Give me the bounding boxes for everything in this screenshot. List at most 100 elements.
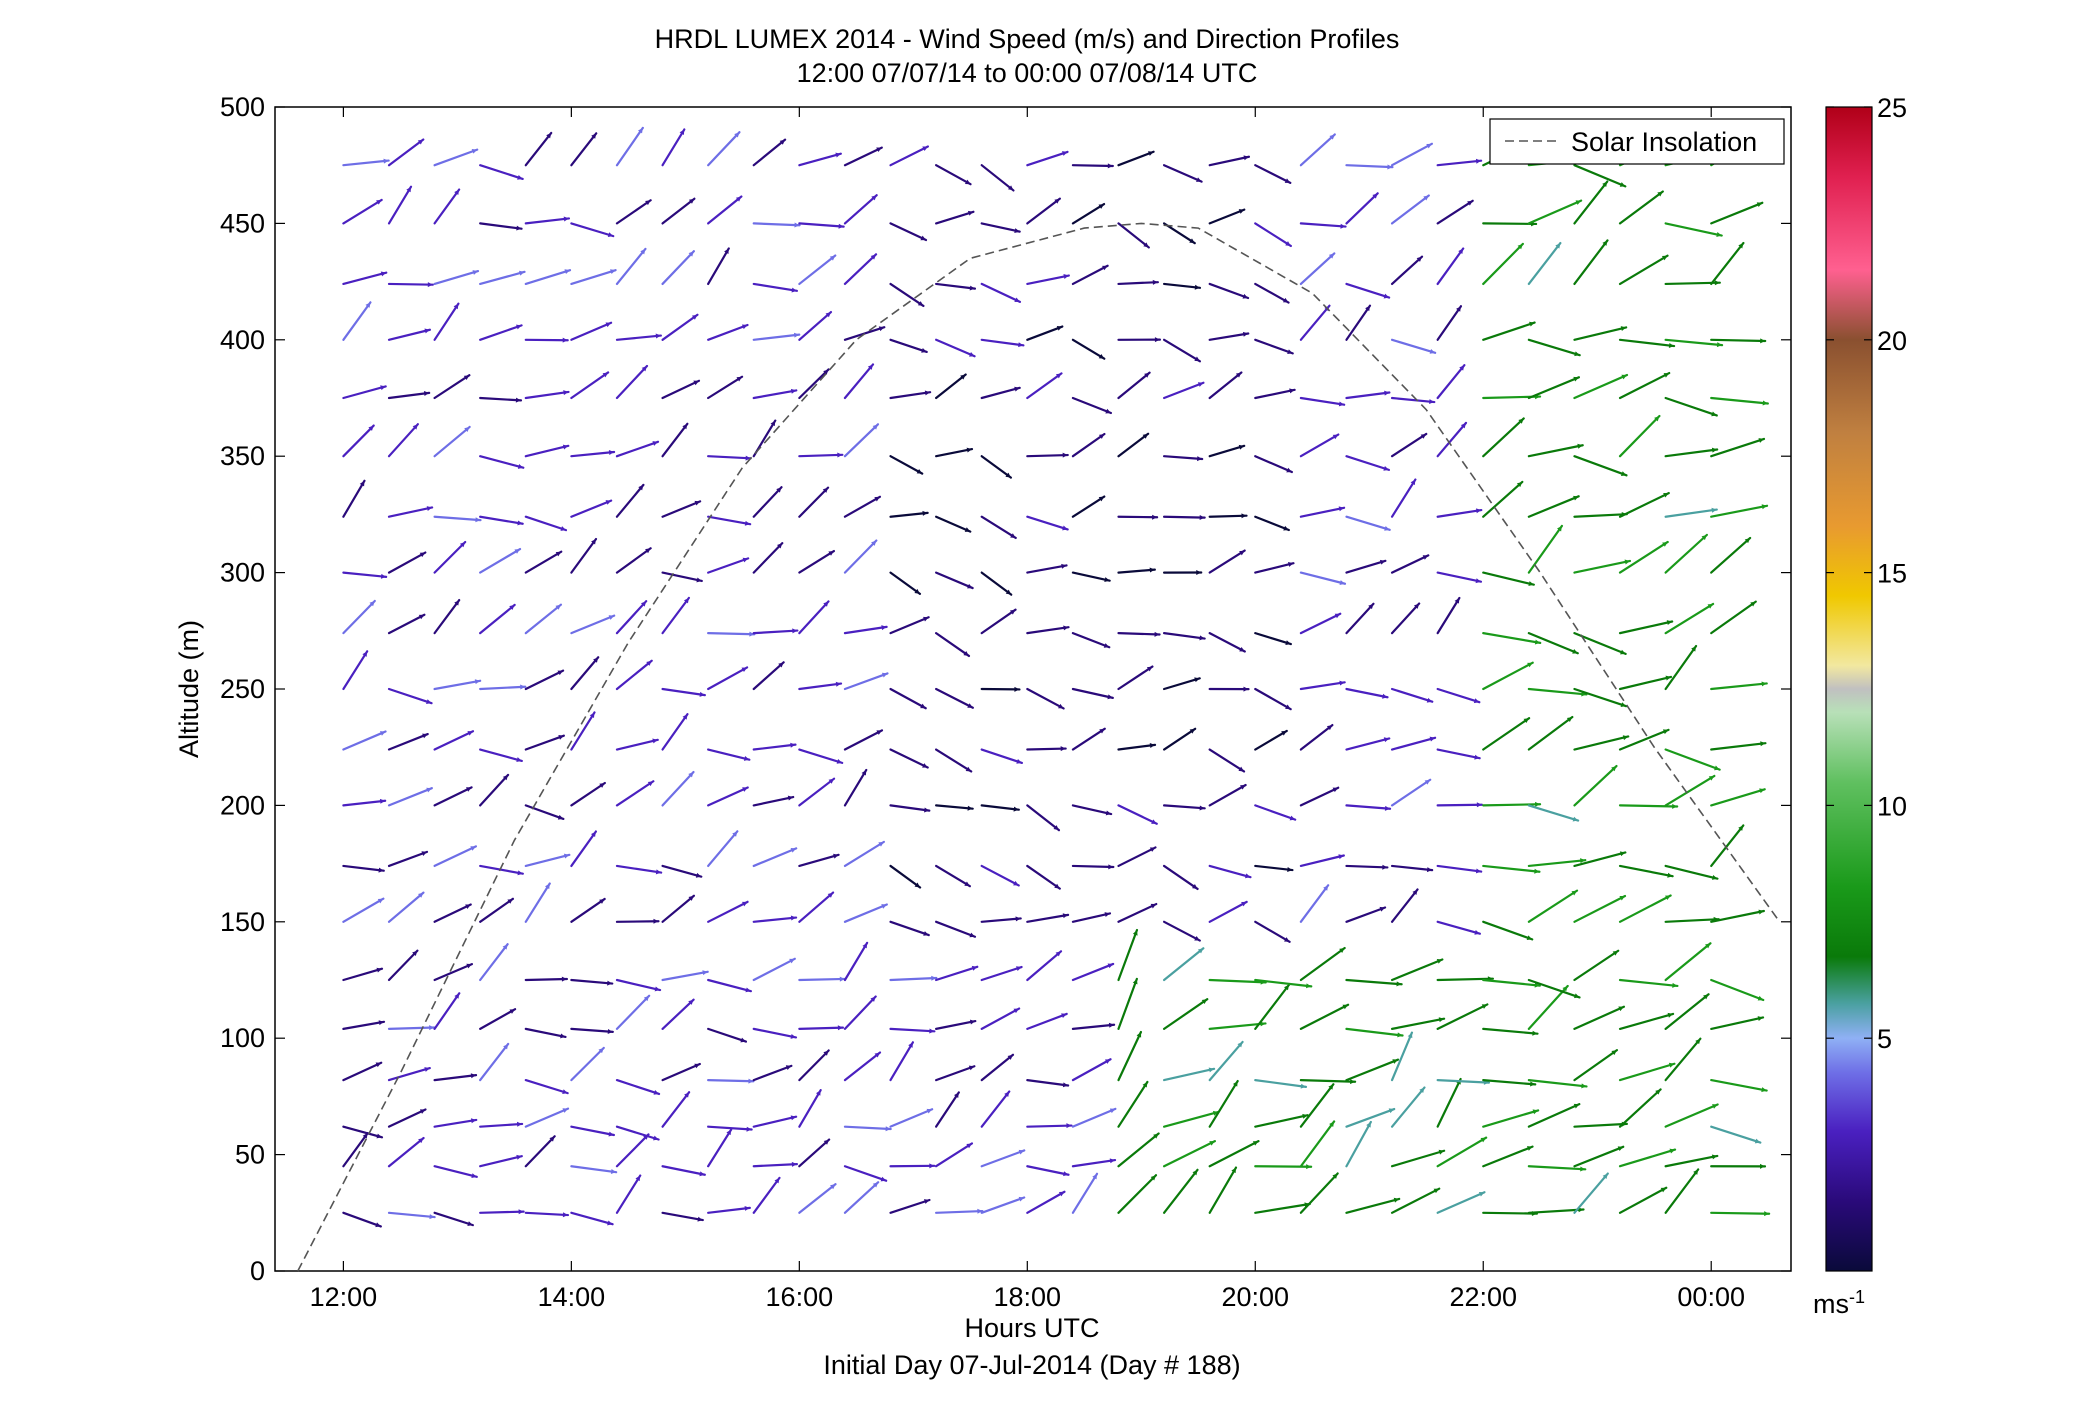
wind-arrow bbox=[342, 967, 384, 982]
wind-arrow bbox=[980, 164, 1015, 192]
wind-arrow bbox=[1299, 1003, 1350, 1030]
wind-arrow bbox=[798, 222, 845, 229]
wind-arrow bbox=[843, 146, 883, 167]
wind-arrow bbox=[433, 845, 478, 868]
wind-arrow bbox=[1071, 804, 1113, 816]
wind-arrow bbox=[889, 864, 922, 889]
wind-arrow bbox=[615, 126, 644, 167]
wind-arrow bbox=[1527, 443, 1584, 458]
wind-arrow bbox=[479, 222, 523, 231]
wind-arrow bbox=[1482, 1079, 1537, 1087]
wind-arrow bbox=[433, 730, 475, 751]
wind-arrow bbox=[980, 1149, 1026, 1168]
colorbar-tick-label: 20 bbox=[1877, 326, 1907, 356]
wind-arrow bbox=[1071, 432, 1106, 458]
wind-arrow bbox=[387, 551, 427, 574]
wind-arrow bbox=[524, 131, 553, 167]
wind-arrow bbox=[980, 916, 1022, 923]
wind-arrow bbox=[1345, 559, 1387, 574]
wind-arrow bbox=[1390, 1031, 1414, 1082]
wind-arrow bbox=[1299, 854, 1345, 868]
wind-arrow bbox=[1026, 950, 1063, 982]
wind-arrow bbox=[433, 302, 460, 341]
wind-arrow bbox=[1527, 338, 1581, 357]
wind-arrow bbox=[752, 486, 783, 518]
wind-arrow bbox=[1345, 1197, 1401, 1214]
wind-arrow bbox=[570, 711, 596, 751]
wind-arrow bbox=[479, 1209, 525, 1215]
wind-arrow bbox=[387, 138, 425, 167]
wind-arrow bbox=[661, 422, 689, 458]
wind-arrow bbox=[707, 666, 749, 691]
wind-arrow bbox=[1664, 507, 1718, 518]
wind-arrow bbox=[889, 687, 927, 710]
wind-arrow bbox=[1299, 884, 1330, 923]
wind-arrow bbox=[889, 571, 922, 595]
wind-arrow bbox=[980, 965, 1023, 982]
wind-arrow bbox=[479, 324, 523, 341]
wind-arrow bbox=[1573, 455, 1628, 477]
wind-arrow bbox=[935, 282, 977, 291]
wind-arrow bbox=[433, 148, 479, 167]
wind-arrow bbox=[661, 998, 695, 1030]
wind-arrow bbox=[1254, 1113, 1309, 1128]
wind-arrow bbox=[843, 1125, 892, 1132]
wind-arrow bbox=[1254, 687, 1292, 711]
wind-arrow bbox=[1208, 1040, 1244, 1082]
wind-arrow bbox=[1482, 571, 1535, 586]
wind-arrow bbox=[1117, 371, 1151, 400]
wind-arrow bbox=[980, 804, 1020, 812]
wind-arrow bbox=[1527, 804, 1580, 822]
wind-arrow bbox=[843, 1165, 888, 1182]
wind-arrow bbox=[1390, 602, 1421, 635]
wind-arrow bbox=[1390, 338, 1437, 354]
wind-arrow bbox=[1299, 1172, 1339, 1214]
wind-arrow bbox=[615, 333, 662, 341]
colorbar-unit-label: ms-1 bbox=[1813, 1287, 1865, 1319]
wind-arrow bbox=[707, 830, 739, 868]
wind-arrow bbox=[1390, 864, 1434, 873]
wind-arrow bbox=[1162, 515, 1206, 521]
wind-arrow bbox=[798, 1025, 845, 1031]
wind-arrow bbox=[479, 547, 522, 574]
wind-arrow bbox=[342, 798, 387, 807]
wind-arrow bbox=[1162, 1168, 1199, 1214]
wind-arrow bbox=[570, 499, 613, 518]
wind-arrow bbox=[524, 1079, 569, 1095]
wind-arrow bbox=[1482, 321, 1536, 341]
wind-arrow bbox=[1071, 264, 1109, 286]
wind-arrow bbox=[1162, 381, 1205, 400]
wind-arrow bbox=[615, 247, 647, 286]
wind-arrow bbox=[935, 920, 977, 938]
wind-arrow bbox=[1664, 942, 1712, 982]
wind-arrow bbox=[1071, 1058, 1112, 1082]
wind-arrow bbox=[615, 1174, 642, 1214]
wind-arrow bbox=[1071, 632, 1111, 649]
wind-arrow bbox=[1710, 741, 1767, 751]
wind-arrow bbox=[1345, 978, 1403, 987]
wind-arrow bbox=[1254, 515, 1290, 532]
wind-arrow bbox=[524, 976, 568, 982]
wind-arrow bbox=[387, 1108, 427, 1128]
wind-arrow bbox=[615, 659, 653, 691]
wind-arrow bbox=[524, 515, 568, 532]
wind-arrow bbox=[1390, 1017, 1446, 1030]
wind-arrow bbox=[843, 363, 875, 400]
wind-arrow bbox=[889, 804, 931, 813]
wind-arrow bbox=[707, 131, 741, 167]
wind-arrow bbox=[889, 1041, 915, 1082]
wind-arrow bbox=[798, 310, 833, 341]
wind-arrow bbox=[1345, 192, 1379, 225]
wind-arrow bbox=[980, 282, 1022, 303]
wind-arrow bbox=[1026, 1079, 1070, 1088]
wind-arrow bbox=[342, 864, 385, 873]
wind-arrow bbox=[1436, 508, 1483, 518]
wind-arrow bbox=[798, 549, 836, 574]
wind-arrow bbox=[1026, 515, 1069, 531]
wind-arrow bbox=[1208, 444, 1246, 458]
wind-arrow bbox=[661, 770, 695, 807]
wind-arrow bbox=[1390, 1187, 1441, 1214]
wind-arrow bbox=[342, 1020, 386, 1030]
wind-arrow bbox=[1254, 978, 1313, 989]
wind-arrow bbox=[798, 976, 846, 982]
